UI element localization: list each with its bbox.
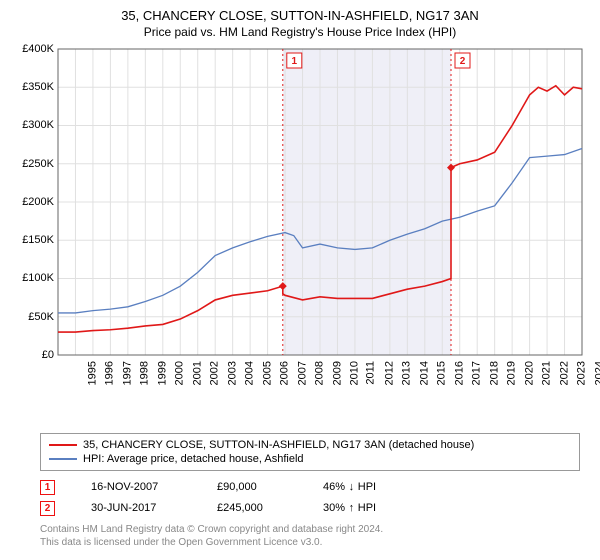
y-tick-label: £300K [10, 119, 54, 131]
legend: 35, CHANCERY CLOSE, SUTTON-IN-ASHFIELD, … [40, 433, 580, 471]
x-tick-label: 2015 [436, 361, 448, 385]
sale-row: 2 30-JUN-2017 £245,000 30% ↑ HPI [40, 498, 590, 519]
y-tick-label: £250K [10, 158, 54, 170]
sale-pct: 30% ↑ HPI [323, 502, 376, 515]
x-tick-label: 1997 [121, 361, 133, 385]
x-tick-label: 2013 [401, 361, 413, 385]
x-tick-label: 2023 [576, 361, 588, 385]
legend-swatch [49, 458, 77, 460]
sale-price: £90,000 [217, 481, 287, 493]
x-tick-label: 2017 [471, 361, 483, 385]
x-tick-label: 2021 [541, 361, 553, 385]
x-tick-label: 1996 [104, 361, 116, 385]
legend-label: 35, CHANCERY CLOSE, SUTTON-IN-ASHFIELD, … [83, 439, 474, 451]
y-tick-label: £400K [10, 43, 54, 55]
attribution: Contains HM Land Registry data © Crown c… [40, 523, 590, 549]
x-tick-label: 1998 [139, 361, 151, 385]
x-tick-label: 2009 [331, 361, 343, 385]
y-tick-label: £200K [10, 196, 54, 208]
sales-table: 1 16-NOV-2007 £90,000 46% ↓ HPI 2 30-JUN-2017… [40, 477, 590, 519]
svg-text:2: 2 [460, 56, 466, 67]
x-tick-label: 2018 [488, 361, 500, 385]
x-tick-label: 2002 [209, 361, 221, 385]
legend-label: HPI: Average price, detached house, Ashf… [83, 453, 304, 465]
x-tick-label: 2014 [418, 361, 430, 385]
x-tick-label: 2010 [348, 361, 360, 385]
x-tick-label: 2016 [453, 361, 465, 385]
x-tick-label: 2008 [314, 361, 326, 385]
chart-title: 35, CHANCERY CLOSE, SUTTON-IN-ASHFIELD, … [10, 8, 590, 25]
y-tick-label: £100K [10, 272, 54, 284]
legend-item: 35, CHANCERY CLOSE, SUTTON-IN-ASHFIELD, … [49, 438, 571, 452]
x-tick-label: 1999 [156, 361, 168, 385]
x-tick-label: 2003 [226, 361, 238, 385]
sale-date: 16-NOV-2007 [91, 481, 181, 493]
svg-text:1: 1 [292, 56, 298, 67]
x-tick-label: 2020 [523, 361, 535, 385]
x-tick-label: 2024 [593, 361, 600, 385]
x-tick-label: 2000 [174, 361, 186, 385]
chart-subtitle: Price paid vs. HM Land Registry's House … [10, 25, 590, 39]
y-tick-label: £150K [10, 234, 54, 246]
x-tick-label: 2007 [296, 361, 308, 385]
y-tick-label: £350K [10, 81, 54, 93]
x-tick-label: 2005 [261, 361, 273, 385]
x-tick-label: 1995 [86, 361, 98, 385]
sale-marker: 2 [40, 501, 55, 516]
x-tick-label: 2011 [365, 361, 377, 385]
attribution-line-1: Contains HM Land Registry data © Crown c… [40, 523, 590, 536]
y-tick-label: £50K [10, 311, 54, 323]
x-tick-label: 2004 [244, 361, 256, 385]
sale-date: 30-JUN-2017 [91, 502, 181, 514]
chart-plot: 1 2 £0 £50K £100K £150K £200K £250K £300K £350K £… [10, 43, 590, 393]
x-tick-label: 2001 [191, 361, 203, 385]
legend-swatch [49, 444, 77, 446]
sale-pct: 46% ↓ HPI [323, 481, 376, 494]
sale-price: £245,000 [217, 502, 287, 514]
x-tick-label: 2012 [383, 361, 395, 385]
x-tick-label: 2022 [558, 361, 570, 385]
x-tick-label: 2019 [506, 361, 518, 385]
attribution-line-2: This data is licensed under the Open Gov… [40, 536, 590, 549]
legend-item: HPI: Average price, detached house, Ashf… [49, 452, 571, 466]
x-tick-label: 2006 [279, 361, 291, 385]
y-tick-label: £0 [10, 349, 54, 361]
sale-row: 1 16-NOV-2007 £90,000 46% ↓ HPI [40, 477, 590, 498]
sale-marker: 1 [40, 480, 55, 495]
